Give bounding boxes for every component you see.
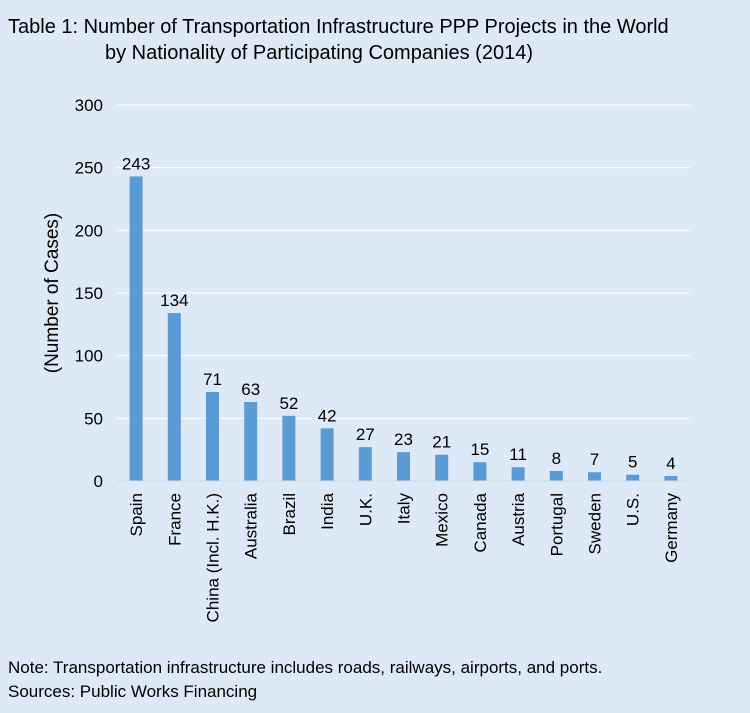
x-tick-label: Australia [242,492,261,559]
bar [511,467,525,481]
bar [320,428,334,481]
data-label: 11 [509,445,527,464]
chart-title-line-2: by Nationality of Participating Companie… [105,42,533,64]
data-label: 7 [590,450,599,469]
y-tick-label: 50 [84,409,103,428]
data-label: 4 [666,454,675,473]
note-text: Note: Transportation infrastructure incl… [8,658,603,677]
data-label: 8 [552,449,561,468]
x-tick-label: Canada [471,492,490,552]
data-label: 134 [160,291,188,310]
bar [244,402,258,481]
bar [626,474,640,481]
bar [473,462,487,481]
data-label: 23 [394,430,413,449]
bar [358,447,372,481]
data-label: 27 [356,425,375,444]
y-tick-label: 300 [75,96,103,115]
x-tick-label: U.K. [356,493,375,526]
x-tick-label: Germany [662,493,681,563]
data-label: 15 [470,440,489,459]
bar [588,472,601,481]
x-tick-label: Mexico [433,493,452,547]
bar-chart: 0 50 100 150 200 250 300 (Number of Cases) 243 Sp… [42,96,690,622]
x-tick-label: France [165,493,184,546]
x-tick-label: Austria [509,492,528,545]
x-tick-label: India [318,492,337,529]
bar [397,452,410,481]
data-label: 42 [318,406,337,425]
x-tick-label: Brazil [280,493,299,536]
x-tick-label: Spain [127,493,146,536]
y-tick-label: 100 [75,347,103,366]
bar [282,415,296,481]
bar [206,392,219,481]
data-label: 63 [241,380,260,399]
source-text: Sources: Public Works Financing [8,682,258,701]
y-tick-label: 0 [94,472,103,491]
y-tick-label: 250 [75,159,103,178]
data-label: 71 [203,370,222,389]
data-label: 52 [279,394,298,413]
bar [167,313,181,481]
bar [435,454,449,481]
bar [664,475,678,481]
x-tick-label: Sweden [586,493,605,554]
data-label: 243 [122,154,150,173]
x-tick-label: Italy [395,493,414,525]
x-tick-label: U.S. [624,493,643,526]
y-axis-title: (Number of Cases) [42,213,63,374]
y-tick-label: 150 [75,284,103,303]
x-tick-label: China (Incl. H.K.) [204,493,223,622]
data-label: 21 [432,433,451,452]
chart-title: Table 1: Number of Transportation Infras… [8,14,748,66]
bar [129,176,143,481]
data-label: 5 [628,453,637,472]
x-tick-label: Portugal [547,493,566,556]
chart-title-line-1: Table 1: Number of Transportation Infras… [8,16,669,38]
y-tick-label: 200 [75,221,103,240]
chart-notes: Note: Transportation infrastructure incl… [8,656,602,704]
bar [549,470,563,481]
